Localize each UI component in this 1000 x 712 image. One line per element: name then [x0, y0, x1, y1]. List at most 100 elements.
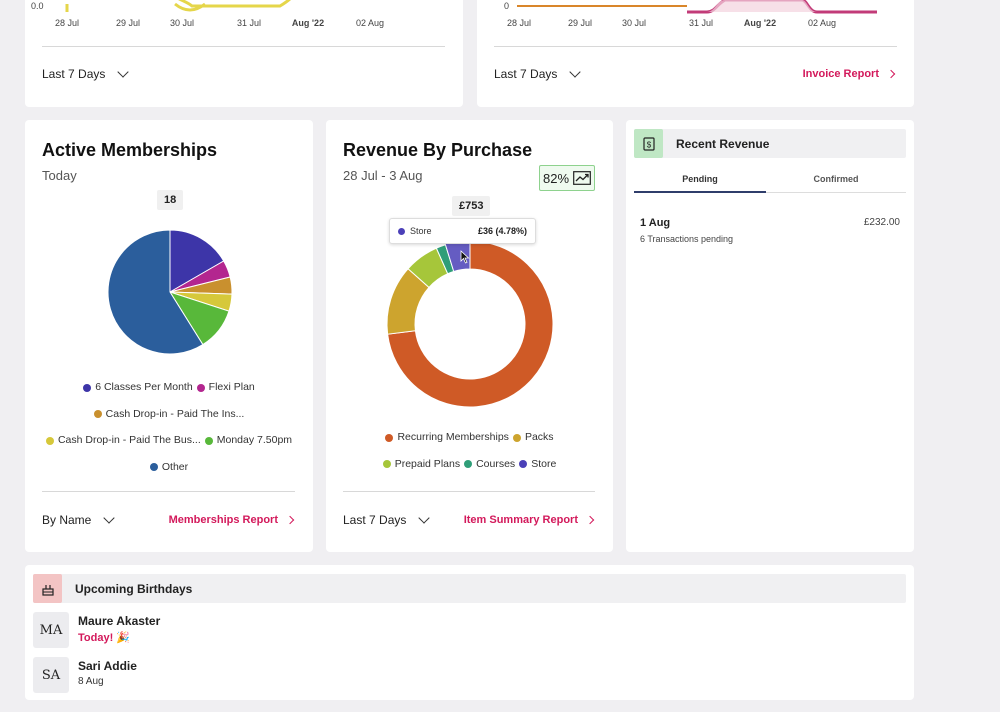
legend-item[interactable]: Other [149, 455, 188, 480]
chevron-down-icon [103, 512, 116, 524]
legend-item[interactable]: 6 Classes Per Month [83, 375, 193, 400]
active-memberships-card: Active Memberships Today 18 6 Classes Pe… [25, 120, 313, 552]
revenue-range-label: Last 7 Days [343, 513, 407, 527]
trend-badge: 82% [539, 165, 595, 191]
x-tick-label: 29 Jul [116, 18, 140, 28]
legend-label: Recurring Memberships [397, 431, 509, 443]
recent-revenue-card: $ Recent Revenue Pending Confirmed 1 Aug… [626, 120, 914, 552]
legend-swatch [93, 410, 102, 418]
group-by-label: By Name [42, 513, 92, 527]
tooltip-label: Store [410, 226, 432, 236]
trend-up-icon [573, 171, 591, 185]
top-left-line-chart: 0.0 28 Jul 29 Jul 30 Jul 31 Jul Aug '22 02 Au… [31, 0, 384, 28]
legend-label: Flexi Plan [208, 381, 255, 393]
legend-swatch [83, 383, 92, 392]
x-tick-label: 29 Jul [568, 18, 592, 28]
mouse-cursor-icon [460, 250, 470, 264]
chevron-right-icon [285, 515, 295, 525]
x-tick-label: 28 Jul [55, 18, 79, 28]
legend-item[interactable]: Store [519, 452, 556, 477]
x-tick-label: 30 Jul [170, 18, 194, 28]
legend-item[interactable]: Prepaid Plans [382, 452, 460, 477]
birthday-when: Today! 🎉 [78, 632, 130, 644]
birthday-name: Sari Addie [78, 659, 137, 673]
chevron-right-icon [585, 515, 595, 525]
revenue-item-date: 1 Aug [640, 217, 671, 229]
legend-item[interactable]: Packs [512, 425, 554, 450]
tab-confirmed[interactable]: Confirmed [766, 168, 906, 193]
memberships-report-label: Memberships Report [168, 514, 278, 526]
legend-swatch [464, 460, 473, 468]
revenue-divider [343, 491, 595, 492]
pie-slice-other[interactable] [107, 229, 204, 355]
revenue-range-dropdown[interactable]: Last 7 Days [343, 512, 431, 527]
x-tick-label: 28 Jul [507, 18, 531, 28]
top-right-divider [494, 46, 897, 47]
legend-row: Other [35, 455, 303, 482]
chevron-right-icon [886, 69, 896, 79]
legend-swatch [519, 460, 528, 468]
revenue-list-item[interactable]: 1 Aug £232.00 6 Transactions pending [640, 216, 900, 250]
legend-swatch [382, 460, 391, 468]
birthdays-header: Upcoming Birthdays [33, 574, 906, 603]
top-left-range-dropdown[interactable]: Last 7 Days [42, 66, 130, 81]
legend-label: Monday 7.50pm [216, 434, 293, 446]
birthday-item[interactable]: SA Sari Addie 8 Aug [33, 657, 333, 695]
top-right-line-chart: 0 28 Jul 29 Jul 30 Jul 31 Jul Aug '22 02 Aug [504, 0, 877, 28]
top-right-range-dropdown[interactable]: Last 7 Days [494, 66, 582, 81]
x-tick-label: 02 Aug [808, 18, 836, 28]
donut-tooltip: Store £36 (4.78%) [389, 218, 536, 244]
avatar: MA [33, 612, 69, 648]
item-summary-report-label: Item Summary Report [463, 514, 578, 526]
x-tick-label: 30 Jul [622, 18, 646, 28]
legend-row: Cash Drop-in - Paid The Bus... Monday 7.5… [35, 428, 303, 455]
group-by-dropdown[interactable]: By Name [42, 512, 116, 527]
legend-label: Packs [524, 431, 554, 443]
legend-item[interactable]: Courses [464, 452, 515, 477]
legend-row: Prepaid Plans Courses Store [336, 452, 603, 479]
receipt-icon: $ [634, 129, 663, 158]
legend-item[interactable]: Monday 7.50pm [204, 428, 293, 453]
legend-item[interactable]: Flexi Plan [196, 375, 255, 400]
chevron-down-icon [418, 512, 431, 524]
memberships-report-link[interactable]: Memberships Report [168, 514, 295, 526]
recent-revenue-header: $ Recent Revenue [634, 129, 906, 158]
x-tick-label: Aug '22 [744, 18, 776, 28]
x-tick-label: 02 Aug [356, 18, 384, 28]
top-left-card: 0.0 28 Jul 29 Jul 30 Jul 31 Jul Aug '22 02 Au… [25, 0, 463, 107]
top-left-range-label: Last 7 Days [42, 67, 106, 81]
legend-label: Courses [476, 457, 516, 470]
revenue-donut-chart[interactable] [326, 232, 613, 412]
legend-swatch [45, 436, 54, 445]
trend-percent: 82% [542, 170, 570, 186]
legend-item[interactable]: Recurring Memberships [385, 425, 509, 450]
revenue-item-amount: £232.00 [863, 217, 900, 228]
cake-icon [33, 574, 62, 603]
pie-slice-6-classes-per-month[interactable] [169, 229, 225, 293]
memberships-count-badge: 18 [157, 190, 184, 210]
legend-item[interactable]: Cash Drop-in - Paid The Ins... [93, 402, 244, 427]
legend-item[interactable]: Cash Drop-in - Paid The Bus... [45, 428, 201, 453]
tab-confirmed-label: Confirmed [813, 174, 859, 184]
birthday-item[interactable]: MA Maure Akaster Today! 🎉 [33, 612, 333, 650]
invoice-report-link[interactable]: Invoice Report [802, 68, 896, 80]
invoice-report-label: Invoice Report [802, 68, 879, 80]
pie-slice-recurring-memberships[interactable] [387, 240, 554, 408]
chevron-down-icon [117, 66, 130, 78]
recent-revenue-title: Recent Revenue [676, 137, 770, 151]
item-summary-report-link[interactable]: Item Summary Report [463, 514, 595, 526]
memberships-pie-chart[interactable] [25, 224, 313, 364]
revenue-item-detail: 6 Transactions pending [640, 234, 734, 244]
tooltip-value: £36 (4.78%) [477, 226, 527, 236]
top-left-y-tick: 0.0 [31, 1, 44, 11]
x-tick-label: Aug '22 [292, 18, 324, 28]
birthday-when: 8 Aug [78, 676, 104, 687]
chevron-down-icon [569, 66, 582, 78]
birthdays-title: Upcoming Birthdays [75, 582, 193, 596]
legend-label: Cash Drop-in - Paid The Bus... [57, 434, 201, 446]
tab-pending[interactable]: Pending [634, 168, 766, 193]
avatar: SA [33, 657, 69, 693]
top-right-range-label: Last 7 Days [494, 67, 558, 81]
birthdays-card: Upcoming Birthdays MA Maure Akaster Toda… [25, 565, 914, 700]
memberships-title: Active Memberships [42, 140, 218, 160]
